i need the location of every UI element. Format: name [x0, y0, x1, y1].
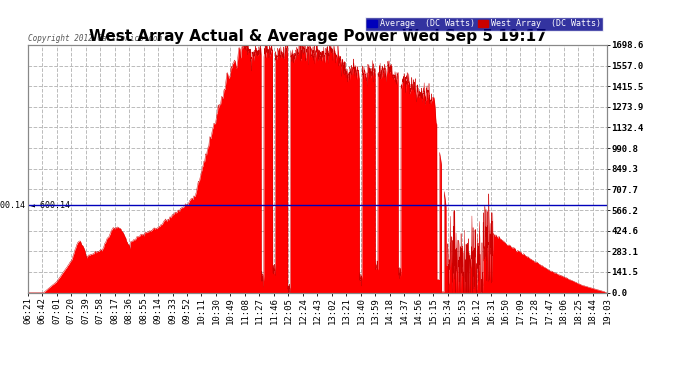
Text: Copyright 2012 Cartronics.com: Copyright 2012 Cartronics.com — [28, 33, 161, 42]
Text: ◄ 600.14: ◄ 600.14 — [30, 201, 70, 210]
Legend: Average  (DC Watts), West Array  (DC Watts): Average (DC Watts), West Array (DC Watts… — [365, 17, 603, 31]
Text: ◄ 600.14: ◄ 600.14 — [0, 201, 25, 210]
Title: West Array Actual & Average Power Wed Sep 5 19:17: West Array Actual & Average Power Wed Se… — [88, 29, 546, 44]
